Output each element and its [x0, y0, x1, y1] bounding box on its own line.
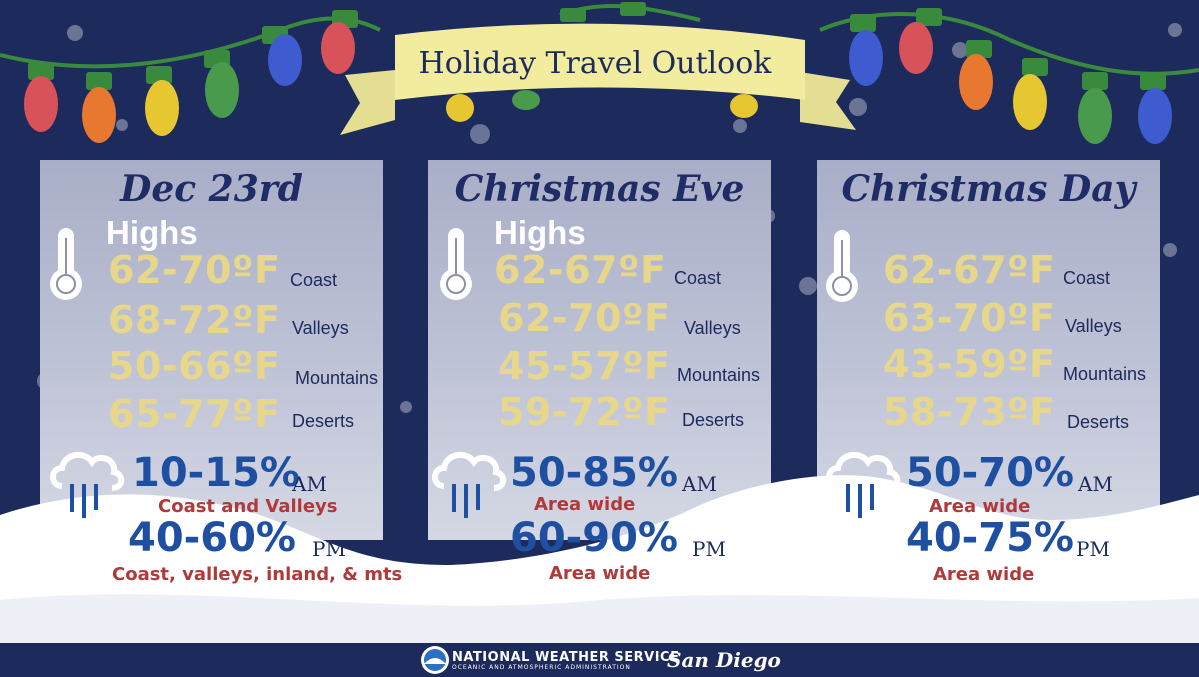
precip-pm-area: Coast, valleys, inland, & mts	[112, 564, 403, 585]
precip-am-pct: 50-70%	[906, 450, 1075, 496]
precip-pm-pct: 60-90%	[510, 515, 679, 561]
region-coast: Coast	[674, 268, 722, 288]
precip-pm-area: Area wide	[549, 563, 651, 584]
rain-cloud-icon	[50, 451, 125, 518]
temp-range-deserts: 65-77ºF	[108, 392, 281, 436]
footer-bar	[0, 643, 1199, 677]
agency-subtitle: OCEANIC AND ATMOSPHERIC ADMINISTRATION	[452, 664, 631, 671]
day-title: Christmas Day	[841, 168, 1136, 210]
temp-range-mountains: 43-59ºF	[883, 342, 1056, 386]
precip-am-label: AM	[682, 472, 717, 496]
temp-range-coast: 62-70ºF	[108, 248, 281, 292]
region-coast: Coast	[290, 270, 338, 290]
temp-range-coast: 62-67ºF	[883, 248, 1056, 292]
region-valleys: Valleys	[684, 318, 741, 338]
day-panel-christmas-day: Christmas Day 62-67ºF Coast 63-70ºF Vall…	[817, 160, 1160, 540]
thermometer-icon	[440, 228, 472, 300]
agency-name: NATIONAL WEATHER SERVICE	[452, 650, 680, 665]
precip-pm-area: Area wide	[933, 564, 1035, 585]
thermometer-icon	[50, 228, 82, 300]
precip-am-pct: 10-15%	[132, 450, 301, 496]
temp-range-valleys: 68-72ºF	[108, 298, 281, 342]
day-title: Christmas Eve	[454, 168, 745, 210]
temp-range-deserts: 59-72ºF	[498, 390, 671, 434]
precip-pm-label: PM	[312, 537, 346, 561]
rain-cloud-icon	[826, 451, 901, 518]
day-panel-dec-23: Dec 23rd Highs 62-70ºF Coast 68-72ºF Val…	[40, 160, 383, 540]
region-deserts: Deserts	[292, 411, 355, 431]
temp-range-valleys: 63-70ºF	[883, 296, 1056, 340]
highs-label: Highs	[494, 214, 586, 251]
region-valleys: Valleys	[292, 318, 349, 338]
precip-am-area: Coast and Valleys	[158, 496, 338, 517]
precip-pm-label: PM	[1076, 537, 1110, 561]
precip-pm-label: PM	[692, 537, 726, 561]
precip-pm-pct: 40-75%	[906, 515, 1075, 561]
region-deserts: Deserts	[1067, 412, 1130, 432]
rain-cloud-icon	[432, 451, 507, 518]
day-title: Dec 23rd	[120, 168, 303, 210]
region-mountains: Mountains	[677, 365, 761, 385]
office-name: San Diego	[667, 648, 781, 672]
temp-range-mountains: 50-66ºF	[108, 344, 281, 388]
precip-pm-pct: 40-60%	[128, 515, 297, 561]
temp-range-coast: 62-67ºF	[494, 248, 667, 292]
region-mountains: Mountains	[1063, 364, 1147, 384]
banner-title: Holiday Travel Outlook	[418, 46, 772, 81]
title-banner	[340, 23, 856, 135]
precip-am-label: AM	[1078, 472, 1113, 496]
day-panel-christmas-eve: Christmas Eve Highs 62-67ºF Coast 62-70º…	[428, 160, 771, 540]
christmas-lights-decoration	[0, 2, 1199, 144]
temp-range-valleys: 62-70ºF	[498, 296, 671, 340]
precip-am-pct: 50-85%	[510, 450, 679, 496]
precip-am-area: Area wide	[929, 496, 1031, 517]
region-deserts: Deserts	[682, 410, 745, 430]
highs-label: Highs	[106, 214, 198, 251]
temp-range-mountains: 45-57ºF	[498, 344, 671, 388]
region-valleys: Valleys	[1065, 316, 1122, 336]
region-mountains: Mountains	[295, 368, 379, 388]
precip-am-area: Area wide	[534, 494, 636, 515]
thermometer-icon	[826, 230, 858, 302]
temp-range-deserts: 58-73ºF	[883, 390, 1056, 434]
region-coast: Coast	[1063, 268, 1111, 288]
precip-am-label: AM	[292, 472, 327, 496]
